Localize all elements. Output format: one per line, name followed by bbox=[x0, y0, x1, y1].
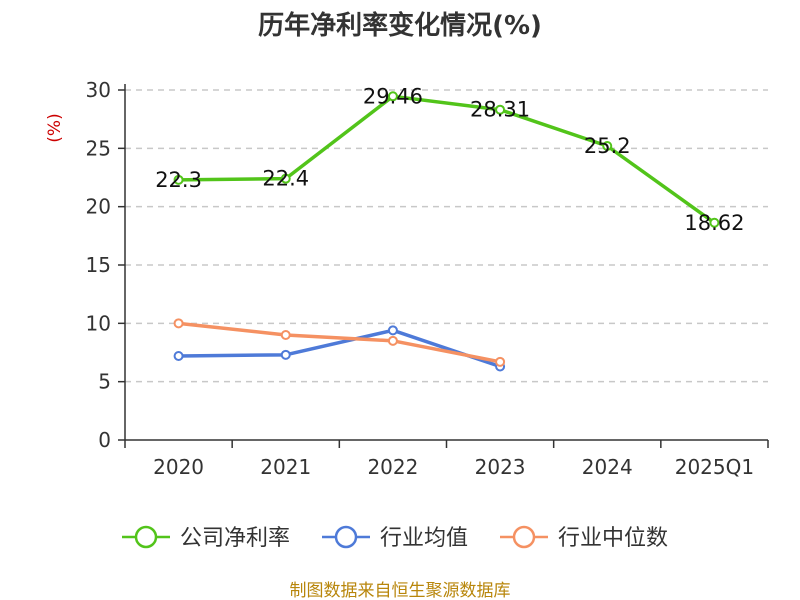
legend-item: 行业中位数 bbox=[500, 525, 668, 551]
x-tick-label: 2020 bbox=[153, 455, 204, 479]
legend-swatch-marker bbox=[512, 525, 536, 549]
legend-swatch-marker bbox=[134, 525, 158, 549]
data-point bbox=[173, 318, 184, 329]
y-tick-label: 10 bbox=[86, 311, 111, 335]
data-point bbox=[387, 335, 398, 346]
y-tick-label: 25 bbox=[86, 136, 111, 160]
x-tick-label: 2023 bbox=[475, 455, 526, 479]
y-tick-label: 5 bbox=[98, 370, 111, 394]
x-tick-label: 2024 bbox=[582, 455, 633, 479]
series-line bbox=[178, 321, 501, 364]
legend-label: 行业均值 bbox=[380, 526, 468, 551]
data-label: 22.3 bbox=[155, 168, 202, 192]
legend-label: 行业中位数 bbox=[558, 526, 668, 551]
y-tick-label: 0 bbox=[98, 428, 111, 452]
data-point bbox=[387, 91, 398, 102]
legend-swatch-marker bbox=[334, 525, 358, 549]
data-point bbox=[280, 173, 291, 184]
source-note: 制图数据来自恒生聚源数据库 bbox=[290, 581, 511, 600]
x-tick-label: 2025Q1 bbox=[675, 455, 754, 479]
legend-item: 公司净利率 bbox=[122, 525, 290, 551]
data-label: 18.62 bbox=[684, 211, 744, 235]
series-line bbox=[178, 94, 716, 225]
data-label: 28.31 bbox=[470, 98, 530, 122]
y-tick-label: 20 bbox=[86, 195, 111, 219]
legend-item: 行业均值 bbox=[322, 525, 468, 551]
data-label: 25.2 bbox=[584, 134, 631, 158]
data-point bbox=[602, 141, 613, 151]
data-point bbox=[280, 330, 291, 340]
axes: 0 5 10 15 20 25 30 2020 2021 2022 2023 2024 2025Q1 bbox=[86, 78, 769, 479]
data-point bbox=[280, 349, 291, 360]
data-label: 22.4 bbox=[262, 167, 309, 191]
data-point bbox=[709, 217, 720, 228]
chart-title: 历年净利率变化情况(%) bbox=[258, 10, 542, 41]
y-axis-unit: (%) bbox=[45, 113, 65, 142]
series-line bbox=[178, 328, 501, 369]
data-labels: 22.3 22.4 29.46 28.31 25.2 18.62 bbox=[155, 84, 744, 234]
legend-label: 公司净利率 bbox=[180, 526, 290, 551]
legend: 公司净利率 行业均值 行业中位数 bbox=[122, 525, 668, 551]
x-tick-label: 2021 bbox=[260, 455, 311, 479]
grid-lines bbox=[125, 89, 768, 383]
data-point bbox=[495, 356, 506, 367]
data-point bbox=[173, 174, 184, 185]
data-point bbox=[387, 325, 398, 336]
y-tick-label: 15 bbox=[86, 253, 111, 277]
data-point bbox=[173, 351, 184, 361]
series-lines bbox=[173, 91, 720, 372]
data-point bbox=[495, 104, 506, 115]
x-tick-label: 2022 bbox=[367, 455, 418, 479]
data-label: 29.46 bbox=[363, 84, 423, 108]
y-tick-label: 30 bbox=[86, 78, 111, 102]
